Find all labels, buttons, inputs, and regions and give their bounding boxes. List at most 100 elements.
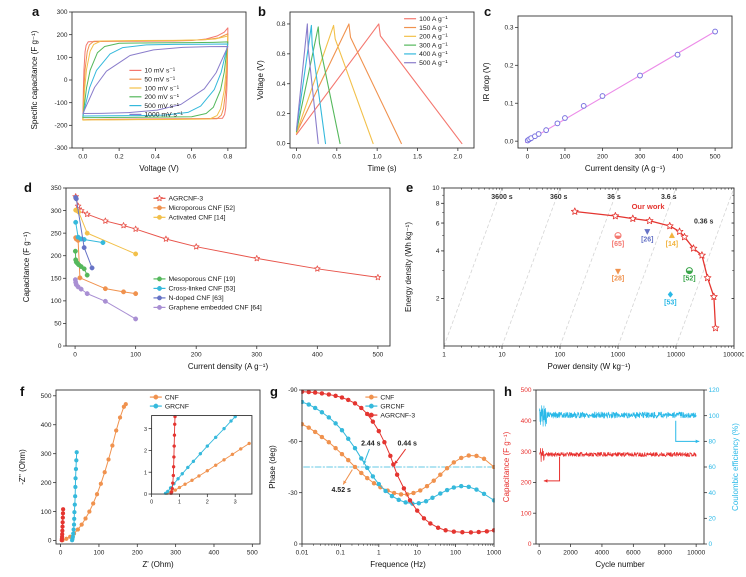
svg-text:0: 0 [73, 352, 77, 359]
svg-text:-60: -60 [288, 439, 298, 446]
svg-text:[14]: [14] [666, 241, 678, 248]
svg-text:300: 300 [41, 451, 52, 458]
svg-text:0.2: 0.2 [276, 111, 285, 118]
svg-text:Voltage (V): Voltage (V) [256, 60, 265, 100]
svg-text:300: 300 [521, 449, 532, 456]
svg-text:4.52 s: 4.52 s [331, 487, 351, 494]
svg-text:3: 3 [144, 427, 147, 433]
svg-text:IR drop (V): IR drop (V) [482, 62, 491, 101]
svg-text:Specific capacitance (F g⁻¹): Specific capacitance (F g⁻¹) [30, 30, 39, 129]
svg-text:150 A g⁻¹: 150 A g⁻¹ [419, 25, 448, 32]
svg-text:0: 0 [144, 492, 147, 498]
svg-text:2: 2 [144, 449, 147, 455]
svg-text:10: 10 [432, 185, 440, 192]
svg-text:[28]: [28] [612, 275, 624, 282]
svg-text:1: 1 [144, 470, 147, 476]
svg-text:GRCNF: GRCNF [165, 403, 189, 410]
chart-e-ragone-plot: 3600 s 360 s 36 s 3.6 s 0.36 s Our work [65] [2… [404, 185, 744, 371]
svg-text:36 s: 36 s [607, 194, 621, 201]
panel-label-h: h [504, 384, 512, 399]
svg-text:300: 300 [57, 9, 68, 16]
svg-text:20: 20 [709, 516, 717, 523]
svg-text:80: 80 [709, 439, 717, 446]
svg-text:10000: 10000 [687, 550, 705, 557]
svg-text:CNF: CNF [380, 394, 394, 401]
svg-text:100: 100 [51, 298, 62, 305]
svg-text:Current density (A g⁻¹): Current density (A g⁻¹) [188, 362, 269, 371]
svg-text:0.01: 0.01 [296, 550, 309, 557]
svg-text:1000: 1000 [611, 352, 626, 359]
panel-label-d: d [24, 180, 32, 195]
svg-text:[52]: [52] [683, 275, 695, 282]
svg-text:0.44 s: 0.44 s [397, 441, 417, 448]
svg-text:400: 400 [672, 154, 683, 161]
svg-text:4000: 4000 [595, 550, 610, 557]
svg-text:400: 400 [521, 418, 532, 425]
svg-text:1000 mV s⁻¹: 1000 mV s⁻¹ [144, 112, 183, 119]
svg-text:0.36 s: 0.36 s [694, 219, 714, 226]
svg-text:400 A g⁻¹: 400 A g⁻¹ [419, 51, 448, 58]
svg-text:[65]: [65] [612, 241, 624, 248]
svg-text:-Z'' (Ohm): -Z'' (Ohm) [18, 449, 27, 485]
svg-text:Microporous CNF [52]: Microporous CNF [52] [168, 205, 235, 212]
svg-text:0.4: 0.4 [151, 154, 160, 161]
svg-text:1.0: 1.0 [373, 154, 382, 161]
svg-text:200 mV s⁻¹: 200 mV s⁻¹ [144, 94, 179, 101]
svg-text:100: 100 [130, 352, 141, 359]
svg-text:150: 150 [51, 275, 62, 282]
chart-h-cycling-stability: 0 2000 4000 6000 8000 10000 0 100 200 300 400 500 0 2… [502, 387, 740, 569]
svg-text:Frequence (Hz): Frequence (Hz) [370, 560, 426, 569]
svg-text:0: 0 [64, 77, 68, 84]
chart-c-ir-drop: 0 100 200 300 400 500 0.0 0.1 0.2 0.3 Current dens… [482, 15, 733, 173]
svg-text:300 A g⁻¹: 300 A g⁻¹ [419, 42, 448, 49]
svg-text:-100: -100 [54, 100, 67, 107]
panel-e: e 3600 s 360 s 36 s 3.6 s 0.36 s Our work [65]… [402, 180, 744, 382]
panel-f: f CNFGRCNFAGRCNF-30100200300400500010020… [16, 384, 268, 574]
svg-text:500: 500 [247, 550, 258, 557]
svg-text:0.8: 0.8 [276, 21, 285, 28]
svg-text:Phase (deg): Phase (deg) [268, 445, 277, 489]
svg-text:100: 100 [94, 550, 105, 557]
svg-text:500 mV s⁻¹: 500 mV s⁻¹ [144, 103, 179, 110]
svg-text:CNF: CNF [165, 394, 179, 401]
svg-text:3: 3 [234, 500, 237, 506]
panel-c: c 0 100 200 300 400 500 0.0 0.1 0.2 0.3 Current de… [480, 4, 744, 178]
panel-label-f: f [20, 384, 25, 399]
svg-text:3.6 s: 3.6 s [661, 194, 677, 201]
svg-text:0.3: 0.3 [504, 25, 513, 32]
svg-text:0.0: 0.0 [78, 154, 87, 161]
svg-text:Activated CNF [14]: Activated CNF [14] [168, 215, 225, 222]
panel-g: g 2.44 s 0.44 s 4.52 s CNF GRCNF AGRCNF-3 0.01… [266, 384, 502, 574]
svg-text:400: 400 [41, 422, 52, 429]
panel-h: h 0 2000 4000 6000 8000 10000 0 100 200 300 400 500… [500, 384, 746, 574]
svg-text:0.6: 0.6 [187, 154, 196, 161]
panel-a: a 10 mV s⁻¹ 50 mV s⁻¹ 100 mV s⁻¹ 200 mV s⁻¹… [28, 4, 254, 178]
svg-text:0: 0 [59, 550, 63, 557]
svg-text:GRCNF: GRCNF [380, 403, 404, 410]
svg-text:0: 0 [526, 154, 530, 161]
svg-text:Graphene embedded CNF [64]: Graphene embedded CNF [64] [168, 305, 261, 312]
svg-text:100: 100 [521, 510, 532, 517]
svg-text:100: 100 [41, 509, 52, 516]
svg-text:0: 0 [537, 550, 541, 557]
svg-text:0: 0 [150, 500, 153, 506]
svg-text:2: 2 [436, 296, 440, 303]
chart-g-bode-plot: 2.44 s 0.44 s 4.52 s CNF GRCNF AGRCNF-3 0.01 0.… [268, 387, 502, 569]
svg-text:Cross-linked CNF [53]: Cross-linked CNF [53] [168, 286, 235, 293]
svg-text:200: 200 [597, 154, 608, 161]
svg-text:50: 50 [54, 321, 62, 328]
svg-text:0.1: 0.1 [504, 100, 513, 107]
svg-text:300: 300 [251, 352, 262, 359]
svg-text:0: 0 [48, 538, 52, 545]
svg-text:10: 10 [498, 352, 506, 359]
svg-text:100: 100 [450, 550, 461, 557]
svg-text:1: 1 [377, 550, 381, 557]
svg-text:2000: 2000 [563, 550, 578, 557]
svg-text:N-doped CNF [63]: N-doped CNF [63] [168, 295, 223, 302]
svg-text:100: 100 [555, 352, 566, 359]
svg-text:Z' (Ohm): Z' (Ohm) [142, 560, 174, 569]
svg-text:0.2: 0.2 [504, 63, 513, 70]
svg-text:2.44 s: 2.44 s [361, 441, 381, 448]
